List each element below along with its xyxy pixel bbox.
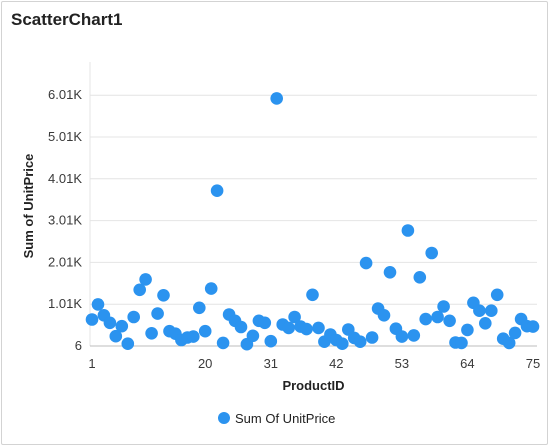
data-point[interactable] xyxy=(383,266,397,279)
data-point[interactable] xyxy=(502,336,516,350)
x-tick-label: 20 xyxy=(198,356,212,371)
data-point[interactable] xyxy=(395,330,409,343)
data-point[interactable] xyxy=(282,321,296,335)
data-point[interactable] xyxy=(216,336,230,350)
data-point[interactable] xyxy=(258,316,272,330)
data-point[interactable] xyxy=(336,337,349,351)
legend-label[interactable]: Sum Of UnitPrice xyxy=(235,411,335,426)
y-tick-label: 3.01K xyxy=(48,213,82,228)
data-point[interactable] xyxy=(139,273,152,286)
data-point[interactable] xyxy=(455,336,468,350)
data-point[interactable] xyxy=(115,319,129,333)
data-point[interactable] xyxy=(359,256,373,270)
data-point[interactable] xyxy=(437,300,450,313)
data-point[interactable] xyxy=(377,309,391,322)
data-point[interactable] xyxy=(151,307,164,320)
y-tick-label: 6 xyxy=(75,338,82,353)
y-tick-label: 2.01K xyxy=(48,254,82,269)
y-tick-label: 4.01K xyxy=(48,171,82,186)
data-point[interactable] xyxy=(431,310,444,324)
data-point[interactable] xyxy=(288,310,301,324)
data-point[interactable] xyxy=(425,246,439,260)
x-tick-label: 31 xyxy=(264,356,278,371)
data-point[interactable] xyxy=(300,322,313,336)
data-point[interactable] xyxy=(246,329,260,343)
data-point[interactable] xyxy=(401,224,415,237)
legend[interactable]: Sum Of UnitPrice xyxy=(218,411,335,426)
data-point[interactable] xyxy=(419,312,433,326)
data-point[interactable] xyxy=(407,329,421,342)
data-point[interactable] xyxy=(443,314,456,328)
y-axis-title: Sum of UnitPrice xyxy=(21,154,36,259)
data-point[interactable] xyxy=(204,282,218,295)
data-point[interactable] xyxy=(234,320,248,334)
x-tick-label: 53 xyxy=(395,356,409,371)
data-point[interactable] xyxy=(127,310,140,324)
data-point[interactable] xyxy=(210,184,224,197)
data-point[interactable] xyxy=(264,334,278,348)
x-tick-label: 75 xyxy=(526,356,540,371)
data-point[interactable] xyxy=(461,323,474,337)
data-point[interactable] xyxy=(109,329,123,343)
y-tick-label: 1.01K xyxy=(48,296,82,311)
chart-title: ScatterChart1 xyxy=(11,10,123,29)
data-point[interactable] xyxy=(508,326,522,340)
data-point[interactable] xyxy=(198,324,212,338)
x-tick-label: 64 xyxy=(460,356,474,371)
x-axis-title: ProductID xyxy=(282,378,344,393)
data-point[interactable] xyxy=(526,320,540,333)
y-tick-label: 6.01K xyxy=(48,87,82,102)
data-point[interactable] xyxy=(413,271,427,284)
data-point[interactable] xyxy=(121,337,135,351)
data-point[interactable] xyxy=(490,288,504,302)
data-point[interactable] xyxy=(85,313,99,326)
x-tick-label: 42 xyxy=(329,356,343,371)
data-point[interactable] xyxy=(103,316,117,330)
data-point[interactable] xyxy=(365,331,379,344)
legend-marker-icon xyxy=(218,412,230,424)
x-tick-label: 1 xyxy=(88,356,95,371)
data-point[interactable] xyxy=(306,288,319,302)
data-points[interactable] xyxy=(85,92,540,351)
data-point[interactable] xyxy=(312,321,325,335)
data-point[interactable] xyxy=(353,335,367,349)
data-point[interactable] xyxy=(145,327,158,340)
data-point[interactable] xyxy=(473,304,486,318)
data-point[interactable] xyxy=(187,330,200,343)
data-point[interactable] xyxy=(479,317,492,330)
y-axis-ticks: 6 1.01K 2.01K 3.01K 4.01K 5.01K 6.01K xyxy=(48,87,82,353)
gridlines xyxy=(89,62,537,346)
data-point[interactable] xyxy=(485,304,498,318)
data-point[interactable] xyxy=(193,301,206,315)
x-axis-ticks: 1 20 31 42 53 64 75 xyxy=(88,356,540,371)
data-point[interactable] xyxy=(270,92,284,105)
data-point[interactable] xyxy=(91,298,105,311)
y-tick-label: 5.01K xyxy=(48,129,82,144)
data-point[interactable] xyxy=(133,283,146,297)
data-point[interactable] xyxy=(157,289,170,302)
